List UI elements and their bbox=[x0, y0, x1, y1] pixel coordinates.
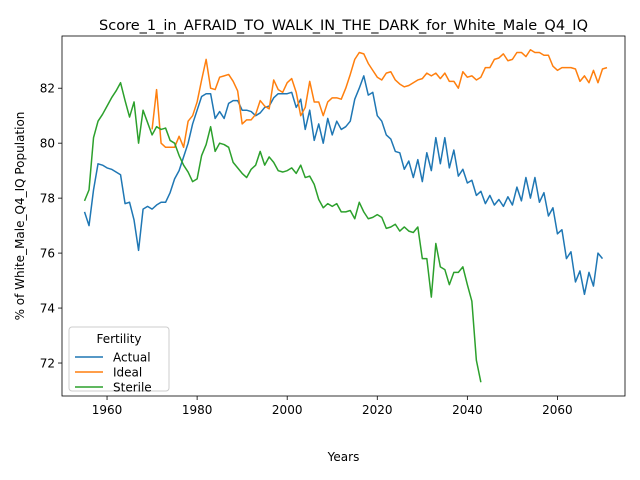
x-tick-label-1980: 1980 bbox=[182, 403, 213, 417]
x-axis-ticks: 1960 1980 2000 2020 2040 2060 bbox=[92, 396, 573, 417]
y-axis-label: % of White_Male_Q4_IQ Population bbox=[13, 112, 27, 321]
legend: Fertility Actual Ideal Sterile bbox=[68, 326, 170, 395]
x-tick-label-2000: 2000 bbox=[272, 403, 303, 417]
y-tick-label-74: 74 bbox=[40, 302, 55, 316]
y-tick-label-82: 82 bbox=[40, 82, 55, 96]
series-line-ideal bbox=[151, 48, 608, 149]
legend-box bbox=[68, 326, 170, 392]
legend-label-actual: Actual bbox=[113, 351, 151, 365]
x-tick-label-2020: 2020 bbox=[362, 403, 393, 417]
legend-title: Fertility bbox=[96, 332, 141, 346]
y-tick-label-72: 72 bbox=[40, 357, 55, 371]
legend-label-ideal: Ideal bbox=[113, 366, 142, 380]
chart-title: Score_1_in_AFRAID_TO_WALK_IN_THE_DARK_fo… bbox=[99, 18, 588, 34]
x-tick-label-2040: 2040 bbox=[452, 403, 483, 417]
legend-label-sterile: Sterile bbox=[113, 381, 152, 395]
x-axis-label: Years bbox=[327, 450, 360, 464]
series-line-sterile bbox=[83, 81, 482, 383]
series-layer bbox=[83, 48, 608, 383]
x-tick-label-1960: 1960 bbox=[92, 403, 123, 417]
x-tick-label-2060: 2060 bbox=[542, 403, 573, 417]
y-tick-label-76: 76 bbox=[40, 247, 55, 261]
plot-frame bbox=[61, 35, 626, 397]
series-line-actual bbox=[83, 75, 604, 296]
y-axis-ticks: 72 74 76 78 80 82 bbox=[40, 82, 62, 371]
y-tick-label-78: 78 bbox=[40, 192, 55, 206]
y-tick-label-80: 80 bbox=[40, 137, 55, 151]
